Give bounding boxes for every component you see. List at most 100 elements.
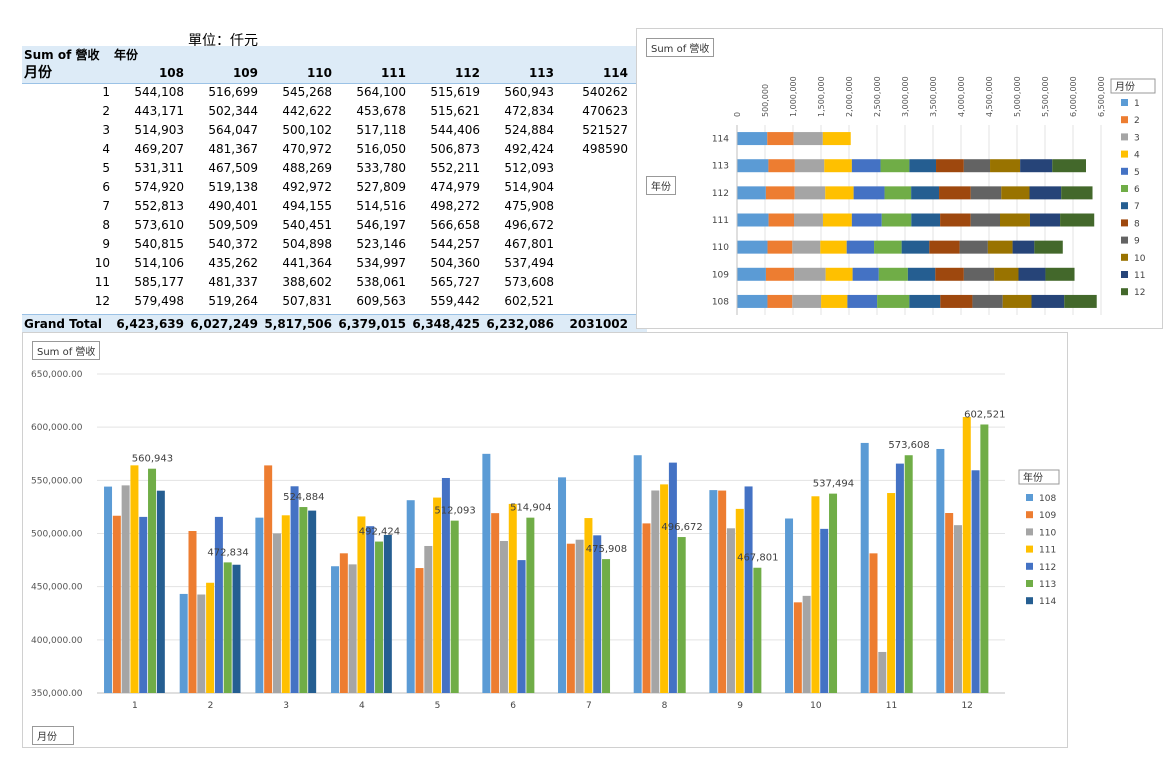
legend-swatch <box>1026 528 1033 536</box>
legend-swatch <box>1026 545 1033 553</box>
column-bar <box>878 651 887 693</box>
pivot-cell: 492,424 <box>504 142 554 156</box>
column-bar <box>584 518 593 693</box>
x-tick-label: 1,500,000 <box>817 76 826 117</box>
legend-swatch <box>1121 116 1128 124</box>
pivot-cell: 470,972 <box>282 142 332 156</box>
grand-total-cell: 5,817,506 <box>264 317 332 331</box>
x-tick-label: 2,500,000 <box>873 76 882 117</box>
x-tick-label: 9 <box>737 701 743 711</box>
stack-segment <box>737 240 768 254</box>
pivot-cell: 494,155 <box>282 199 332 213</box>
column-bar <box>962 416 971 693</box>
pivot-cell: 524,884 <box>504 123 554 137</box>
column-bar <box>526 517 535 693</box>
legend-label: 11 <box>1134 271 1145 281</box>
value-field-label[interactable]: Sum of 營收 <box>24 48 100 62</box>
pivot-cell: 481,367 <box>208 142 258 156</box>
year-header-108: 108 <box>158 66 184 80</box>
axis-field-button[interactable]: 年份 <box>646 176 676 195</box>
stacked-bar-chart[interactable]: Sum of 營收 年份 0 500,000 1,000,000 1,500,000 2… <box>636 28 1163 329</box>
pivot-cell <box>558 292 628 311</box>
stack-segment <box>1045 267 1075 281</box>
stack-segment <box>737 294 768 308</box>
pivot-cell: 540,815 <box>134 237 184 251</box>
stack-segment <box>1034 240 1063 254</box>
stack-segment <box>794 159 825 173</box>
column-bar <box>366 526 375 693</box>
row-field-label[interactable]: 月份 <box>24 65 52 81</box>
pivot-cell: 609,563 <box>356 294 406 308</box>
axis-field-button[interactable]: 月份 <box>32 726 74 745</box>
column-bar <box>104 486 113 693</box>
pivot-cell <box>558 178 628 197</box>
pivot-cell: 565,727 <box>430 275 480 289</box>
legend-swatch <box>1121 150 1128 158</box>
stack-segment <box>792 294 822 308</box>
column-bar <box>753 567 762 693</box>
stack-segment <box>853 186 885 200</box>
data-label: 492,424 <box>359 527 400 538</box>
stack-segment <box>994 267 1019 281</box>
pivot-cell: 521527 <box>582 123 628 137</box>
column-bar <box>829 493 838 693</box>
column-bar <box>406 500 415 693</box>
legend-swatch <box>1026 511 1033 519</box>
column-bar <box>156 490 165 693</box>
pivot-cell: 472,834 <box>504 104 554 118</box>
legend-title: 月份 <box>1115 81 1135 93</box>
column-bar <box>811 496 820 693</box>
pivot-cell: 498590 <box>582 142 628 156</box>
column-bar <box>290 486 299 693</box>
pivot-cell: 498,272 <box>430 199 480 213</box>
column-bar <box>936 448 945 693</box>
stack-segment <box>884 186 912 200</box>
x-tick-label: 8 <box>662 701 668 711</box>
pivot-cell <box>558 197 628 216</box>
y-tick-label: 113 <box>712 162 729 172</box>
pivot-cell: 517,118 <box>356 123 406 137</box>
legend-label: 110 <box>1039 528 1056 538</box>
grand-total-label: Grand Total <box>24 317 102 331</box>
pivot-cell: 545,268 <box>282 85 332 99</box>
column-bar <box>869 553 878 693</box>
pivot-cell <box>558 235 628 254</box>
pivot-row: 2 443,171 502,344 442,622 453,678 515,621 472,… <box>22 102 647 121</box>
stack-segment <box>822 132 851 146</box>
clustered-column-plot: 350,000.00 400,000.00 450,000.00 500,000.00… <box>31 370 1060 711</box>
pivot-cell: 516,699 <box>208 85 258 99</box>
legend-swatch <box>1121 167 1128 175</box>
column-bar <box>575 539 584 693</box>
month-label: 11 <box>94 275 110 289</box>
stack-segment <box>909 294 941 308</box>
pivot-cell: 585,177 <box>134 275 184 289</box>
column-bar <box>179 593 188 693</box>
month-label: 6 <box>102 180 110 194</box>
pivot-cell: 490,401 <box>208 199 258 213</box>
value-field-button[interactable]: Sum of 營收 <box>646 38 715 57</box>
pivot-cell: 579,498 <box>134 294 184 308</box>
clustered-column-chart[interactable]: Sum of 營收 月份 350,000.00 400,000.00 450,000… <box>22 332 1068 748</box>
column-bar <box>566 543 575 693</box>
column-bar <box>255 517 264 693</box>
pivot-cell: 502,344 <box>208 104 258 118</box>
column-bar <box>223 562 232 693</box>
value-field-button[interactable]: Sum of 營收 <box>32 341 101 360</box>
legend-label: 9 <box>1134 237 1140 247</box>
stack-segment <box>940 294 973 308</box>
pivot-cell: 515,621 <box>430 104 480 118</box>
column-bar <box>214 516 223 693</box>
stack-segment <box>1018 267 1046 281</box>
pivot-cell: 467,801 <box>504 237 554 251</box>
grand-total-cell: 6,348,425 <box>412 317 480 331</box>
data-label: 537,494 <box>813 479 854 490</box>
year-header-114: 114 <box>602 66 628 80</box>
column-bar <box>339 553 348 693</box>
pivot-cell: 481,337 <box>208 275 258 289</box>
stack-segment <box>877 294 910 308</box>
legend-label: 2 <box>1134 116 1140 126</box>
column-bar <box>441 477 450 693</box>
stack-segment <box>768 213 794 227</box>
column-field-label[interactable]: 年份 <box>114 48 139 62</box>
legend-swatch <box>1121 288 1128 296</box>
